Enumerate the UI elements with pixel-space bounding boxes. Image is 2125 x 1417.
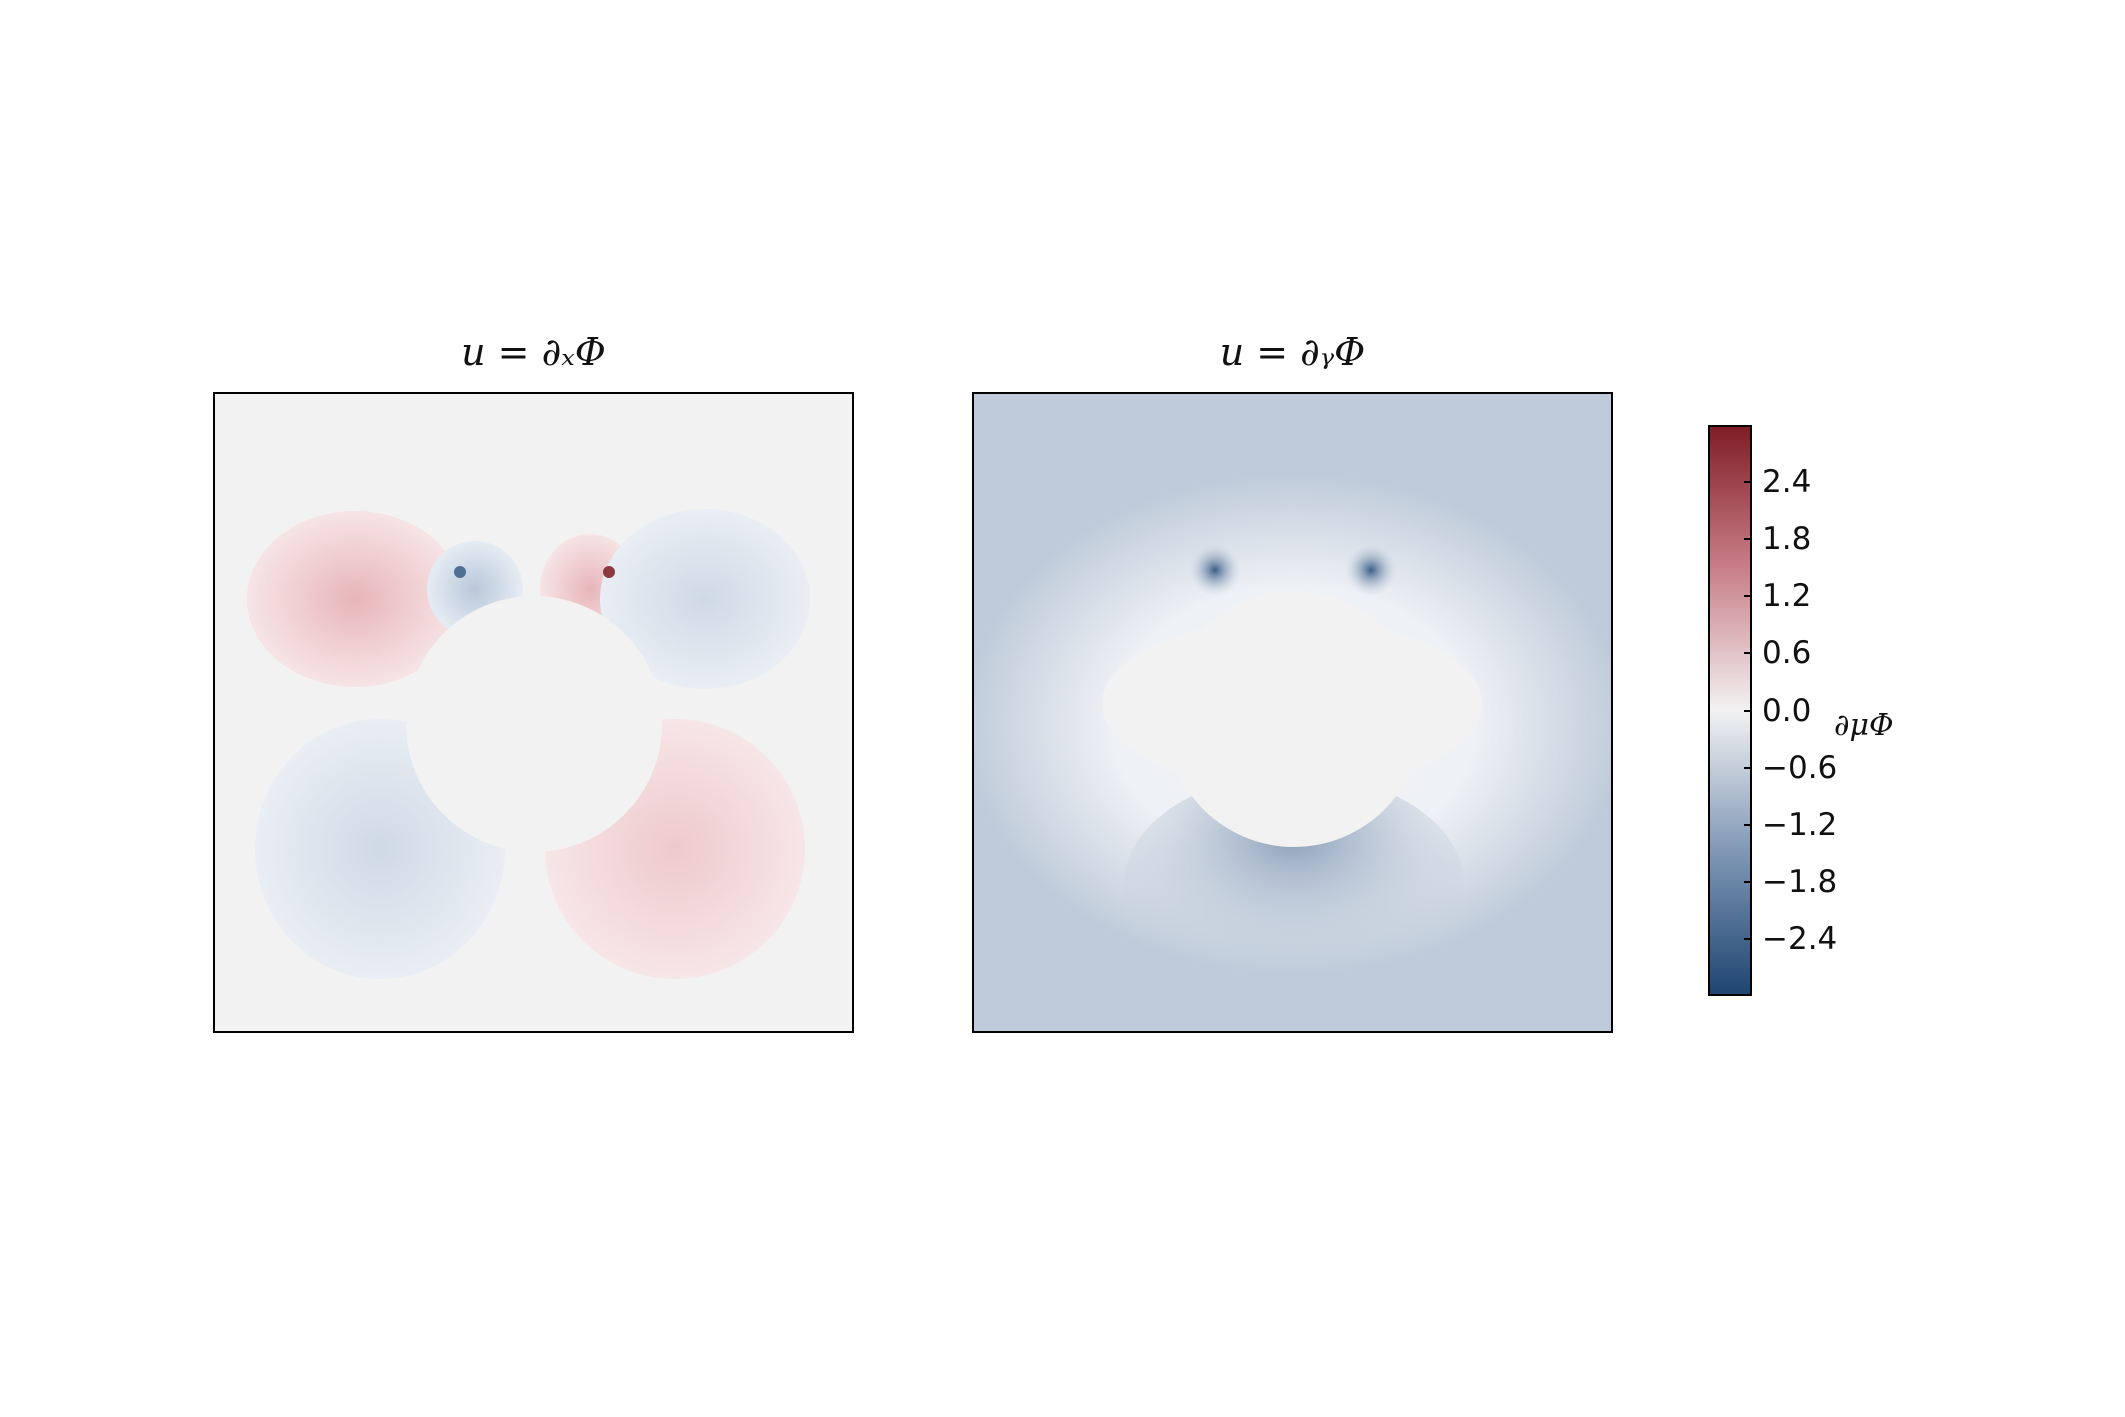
colorbar-tick-label: −2.4 (1762, 920, 1838, 957)
lobe-upper-right (600, 509, 810, 689)
right-panel-title: u = ∂ᵧΦ (1219, 330, 1366, 374)
colorbar-tick-mark (1744, 538, 1752, 541)
colorbar-tick-mark (1744, 595, 1752, 598)
colorbar-tick-mark (1744, 766, 1752, 769)
colorbar-tick-label: 2.4 (1762, 464, 1812, 501)
obstacle-disk (406, 596, 662, 852)
colorbar-tick-mark (1744, 937, 1752, 940)
dx-phi-plot (215, 394, 852, 1031)
spike-left (1189, 544, 1241, 596)
left-panel-title: u = ∂ₓΦ (461, 330, 606, 374)
colorbar-tick-label: 1.2 (1762, 578, 1812, 615)
singularity-left (454, 566, 466, 578)
colorbar-tick-label: −1.2 (1762, 806, 1838, 843)
bottom-shadow (1124, 774, 1464, 994)
colorbar-tick-label: 0.0 (1762, 692, 1812, 729)
dy-phi-plot (974, 394, 1611, 1031)
lobe-upper-left (247, 511, 463, 687)
colorbar-tick-mark (1744, 823, 1752, 826)
singularity-right (603, 566, 615, 578)
colorbar-tick-label: 0.6 (1762, 635, 1812, 672)
dx-phi-heatmap (213, 392, 854, 1033)
colorbar-tick-mark (1744, 481, 1752, 484)
colorbar-tick-label: −1.8 (1762, 863, 1838, 900)
colorbar-tick-mark (1744, 880, 1752, 883)
obstacle-disk (1166, 591, 1422, 847)
colorbar-label: ∂μΦ (1834, 708, 1894, 743)
spike-right (1345, 544, 1397, 596)
colorbar-tick-label: 1.8 (1762, 521, 1812, 558)
colorbar-tick-label: −0.6 (1762, 749, 1838, 786)
colorbar-tick-mark (1744, 652, 1752, 655)
colorbar-tick-mark (1744, 709, 1752, 712)
dy-phi-heatmap (972, 392, 1613, 1033)
